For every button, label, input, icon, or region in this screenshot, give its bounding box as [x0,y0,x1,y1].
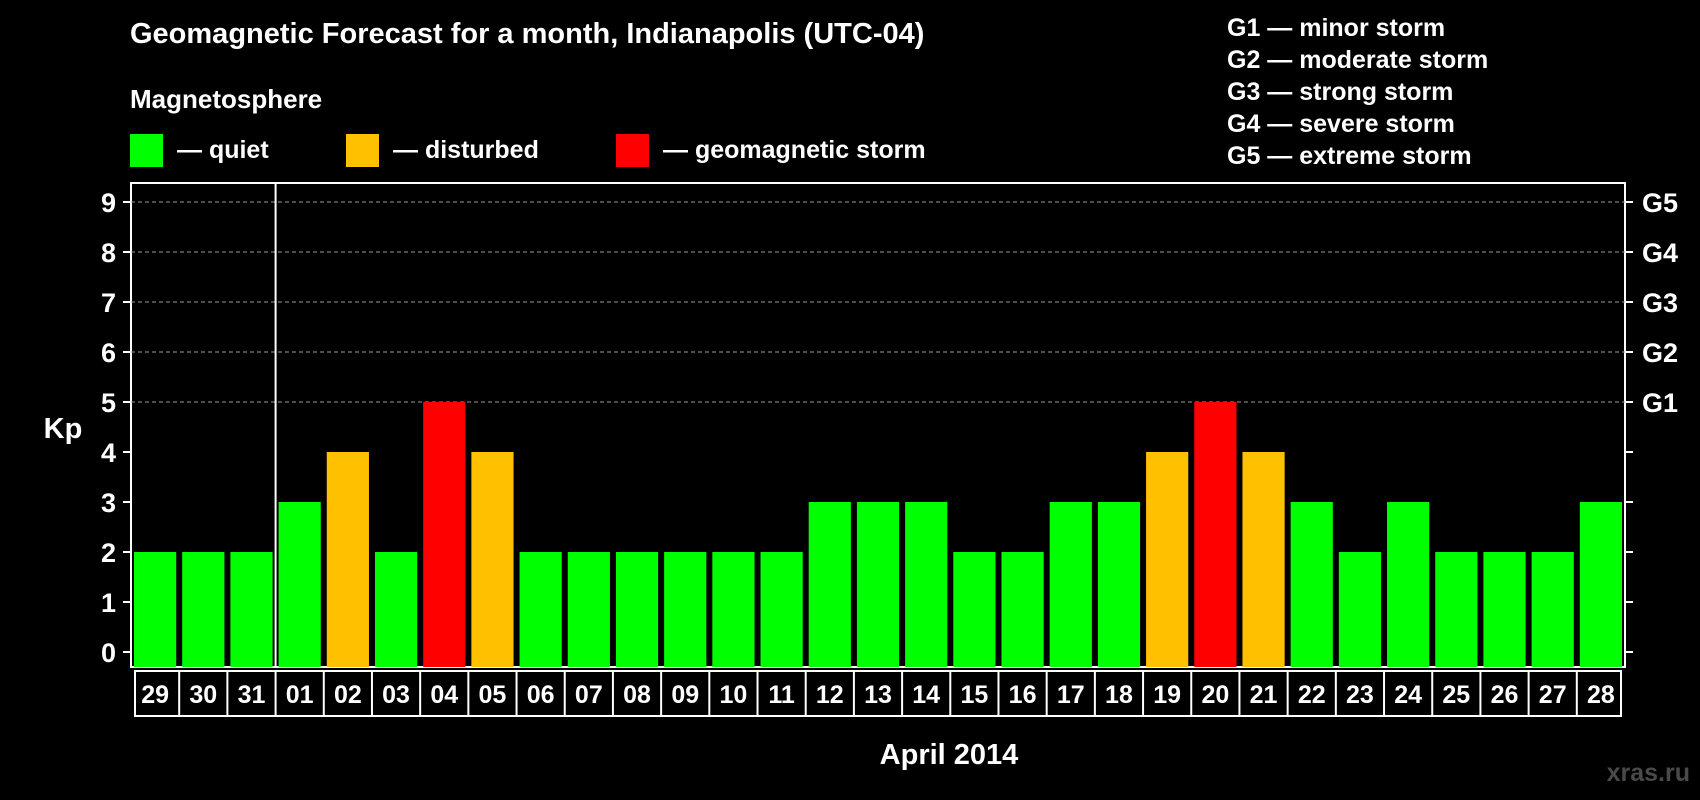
bar-24 [1387,502,1430,667]
right-axis-label-g5: G5 [1642,188,1678,218]
x-tick-label-14: 14 [912,681,940,709]
storm-scale-g1: G1 — minor storm [1227,14,1446,42]
bar-01 [278,502,321,667]
bar-13 [856,502,900,667]
legend-quiet: — quiet [130,133,269,167]
x-tick-label-22: 22 [1298,681,1326,709]
date-strip [134,670,1622,717]
x-axis-title: April 2014 [880,739,1019,771]
bar-03 [374,552,418,667]
bar-20 [1194,402,1237,667]
x-tick-label-28: 28 [1587,681,1615,709]
bar-18 [1097,502,1141,667]
watermark: xras.ru [1606,759,1690,787]
y-tick-label-1: 1 [101,588,116,618]
bar-11 [760,552,803,667]
y-tick-label-9: 9 [101,188,116,218]
x-tick-label-27: 27 [1539,681,1567,709]
bar-08 [615,552,659,667]
x-tick-label-25: 25 [1442,681,1470,709]
storm-scale-g3: G3 — strong storm [1227,78,1454,106]
bar-17 [1049,502,1092,667]
legend-storm: — geomagnetic storm [616,133,926,167]
storm-scale-g5: G5 — extreme storm [1227,142,1472,170]
bar-25 [1435,552,1478,667]
y-axis-title: Kp [44,413,83,445]
bar-10 [712,552,755,667]
bar-28 [1579,502,1622,667]
x-tick-label-19: 19 [1153,681,1181,709]
bar-29 [134,552,177,667]
bar-16 [1001,552,1044,667]
x-tick-label-08: 08 [623,681,651,709]
bar-02 [326,452,369,667]
x-tick-label-09: 09 [671,681,699,709]
storm-scale-g4: G4 — severe storm [1227,110,1455,138]
bar-09 [664,552,707,667]
x-tick-label-10: 10 [720,681,748,709]
legend-quiet-swatch [130,133,163,167]
bar-21 [1242,452,1285,667]
x-tick-label-04: 04 [430,681,458,709]
bar-23 [1338,552,1382,667]
storm-scale-g2: G2 — moderate storm [1227,46,1489,74]
right-axis-label-g2: G2 [1642,338,1678,368]
chart-title: Geomagnetic Forecast for a month, Indian… [130,18,925,50]
y-tick-label-8: 8 [101,238,116,268]
x-tick-label-24: 24 [1394,681,1422,709]
x-tick-label-26: 26 [1491,681,1519,709]
y-tick-label-5: 5 [101,388,116,418]
x-tick-label-11: 11 [768,681,795,709]
y-tick-label-6: 6 [101,338,116,368]
x-tick-label-18: 18 [1105,681,1133,709]
bar-06 [519,552,562,667]
bar-05 [471,452,514,667]
x-tick-label-31: 31 [238,681,266,709]
x-tick-label-29: 29 [141,681,169,709]
bar-26 [1483,552,1526,667]
magnetosphere-heading: Magnetosphere [130,84,323,114]
bar-22 [1290,502,1333,667]
legend-storm-label: — geomagnetic storm [663,135,926,164]
bar-15 [953,552,996,667]
x-tick-label-06: 06 [527,681,555,709]
y-tick-label-3: 3 [101,488,116,518]
right-axis-label-g3: G3 [1642,288,1678,318]
bar-30 [182,552,225,667]
x-tick-label-13: 13 [864,681,892,709]
x-tick-label-02: 02 [334,681,362,709]
bar-07 [567,552,610,667]
bar-27 [1531,552,1574,667]
bar-12 [808,502,851,667]
bar-19 [1146,452,1189,667]
x-tick-label-16: 16 [1009,681,1037,709]
x-tick-label-15: 15 [960,681,988,709]
x-tick-label-30: 30 [189,681,217,709]
x-tick-label-12: 12 [816,681,844,709]
y-tick-label-4: 4 [101,438,116,468]
legend-storm-swatch [616,133,649,167]
x-tick-label-07: 07 [575,681,603,709]
x-tick-label-20: 20 [1201,681,1229,709]
right-axis-label-g1: G1 [1642,388,1678,418]
y-tick-label-2: 2 [101,538,116,568]
legend-quiet-label: — quiet [177,135,269,164]
bar-04 [423,402,466,667]
y-tick-label-0: 0 [101,638,116,668]
bar-14 [905,502,948,667]
x-tick-label-17: 17 [1057,681,1085,709]
legend-disturbed-swatch [346,133,379,167]
x-tick-label-03: 03 [382,681,410,709]
x-tick-label-01: 01 [286,681,314,709]
right-axis-label-g4: G4 [1642,238,1678,268]
x-tick-label-21: 21 [1250,681,1278,709]
storm-scale-legend: G1 — minor storm G2 — moderate storm G3 … [1227,12,1488,172]
legend-disturbed: — disturbed [346,133,539,167]
x-tick-label-23: 23 [1346,681,1374,709]
y-tick-label-7: 7 [101,288,116,318]
x-tick-label-05: 05 [479,681,507,709]
legend-disturbed-label: — disturbed [393,135,539,164]
bar-31 [230,552,273,667]
